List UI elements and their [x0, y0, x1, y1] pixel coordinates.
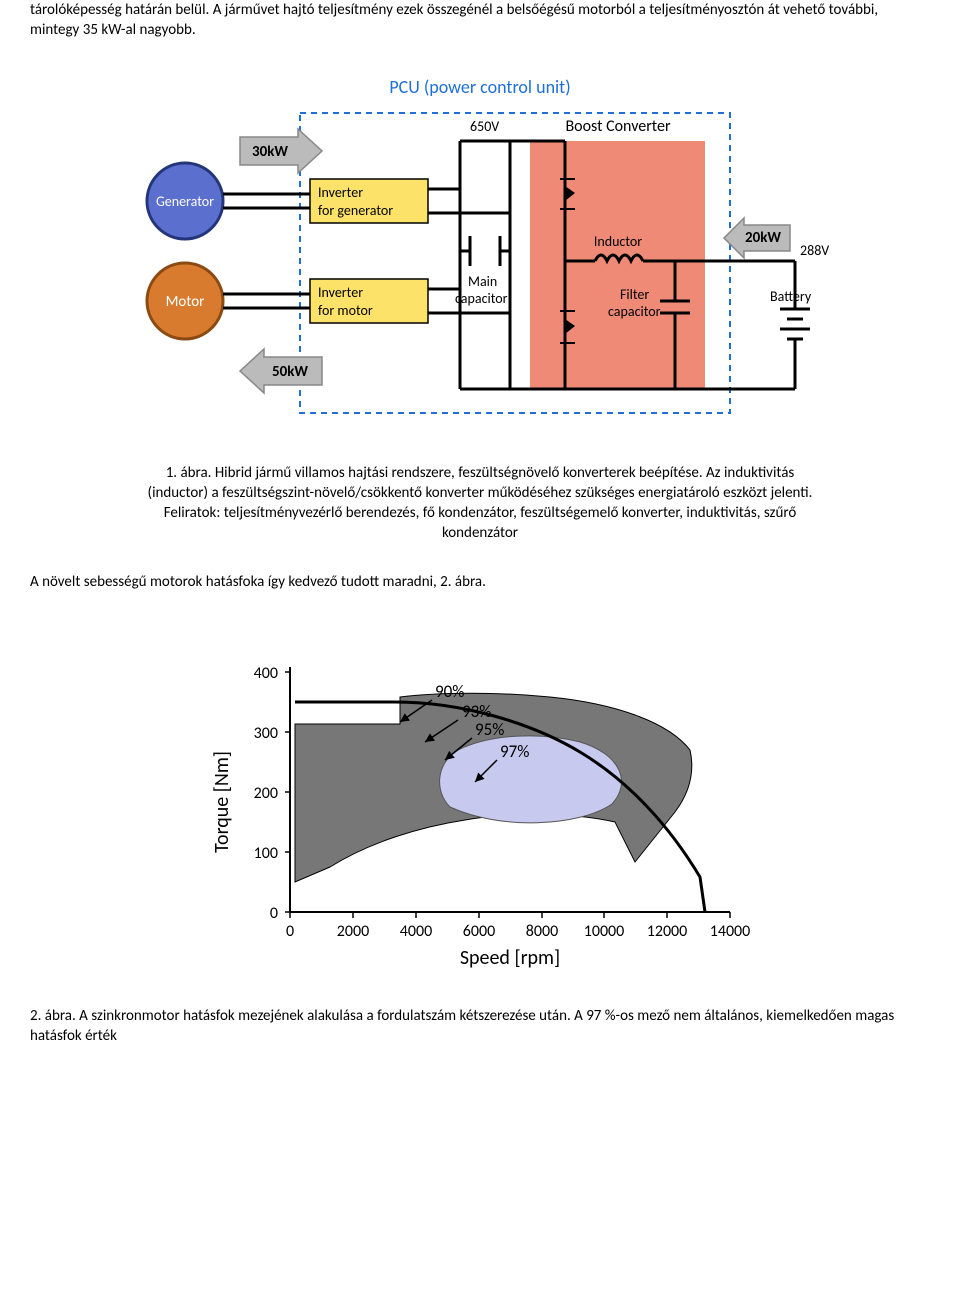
svg-text:10000: 10000 [584, 922, 625, 941]
svg-text:0: 0 [286, 922, 294, 941]
pct-95: 95% [475, 719, 504, 740]
svg-text:8000: 8000 [526, 922, 558, 941]
cap1-l1: 1. ábra. Hibrid jármű villamos hajtási r… [166, 464, 795, 482]
cap1-l4: kondenzátor [442, 524, 518, 542]
inductor-label: Inductor [594, 233, 642, 250]
svg-text:4000: 4000 [400, 922, 432, 941]
arrow-30kw: 30kW [240, 129, 322, 173]
battery-label: Battery [770, 288, 812, 305]
intro-paragraph: tárolóképesség határán belül. A járművet… [30, 0, 930, 41]
figure-1: PCU (power control unit) 650V Boost Conv… [30, 71, 930, 451]
svg-text:100: 100 [254, 844, 278, 863]
figure-1-caption: 1. ábra. Hibrid jármű villamos hajtási r… [70, 463, 890, 544]
svg-text:6000: 6000 [463, 922, 495, 941]
efficiency-map-svg: 0 100 200 300 400 0 2000 4000 6000 [200, 642, 760, 972]
arrow-50kw: 50kW [240, 349, 322, 393]
svg-text:300: 300 [254, 724, 278, 743]
region-97pct [440, 736, 622, 823]
svg-text:30kW: 30kW [252, 143, 288, 161]
maincap-l1: Main [468, 273, 497, 290]
maincap-l2: capacitor [455, 290, 508, 307]
fc-l1: Filter [620, 286, 649, 303]
inv-mot-l1: Inverter [318, 284, 363, 301]
cap1-l3: Feliratok: teljesítményvezérlő berendezé… [164, 504, 797, 522]
svg-text:50kW: 50kW [272, 363, 308, 381]
pct-90: 90% [435, 681, 464, 702]
motor-label: Motor [166, 293, 205, 311]
pcu-diagram-svg: PCU (power control unit) 650V Boost Conv… [130, 71, 830, 451]
label-650v: 650V [470, 118, 499, 135]
y-ticks: 0 100 200 300 400 [254, 664, 290, 923]
svg-text:0: 0 [270, 904, 278, 923]
svg-text:2000: 2000 [337, 922, 369, 941]
figure-2-caption: 2. ábra. A szinkronmotor hatásfok mezejé… [30, 1006, 930, 1047]
svg-text:20kW: 20kW [745, 229, 781, 247]
pct-97: 97% [500, 741, 529, 762]
fc-l2: capacitor [608, 303, 661, 320]
paragraph-2: A növelt sebességű motorok hatásfoka így… [30, 572, 930, 592]
inv-mot-l2: for motor [318, 302, 373, 319]
boost-label: Boost Converter [565, 117, 671, 136]
y-axis-label: Torque [Nm] [210, 751, 234, 853]
svg-text:14000: 14000 [710, 922, 751, 941]
inv-gen-l2: for generator [318, 202, 393, 219]
svg-text:200: 200 [254, 784, 278, 803]
svg-text:400: 400 [254, 664, 278, 683]
x-ticks: 0 2000 4000 6000 8000 10000 12000 14000 [286, 912, 750, 941]
inv-gen-l1: Inverter [318, 184, 363, 201]
x-axis-label: Speed [rpm] [460, 946, 560, 970]
svg-text:12000: 12000 [647, 922, 688, 941]
pcu-title: PCU (power control unit) [389, 76, 570, 98]
label-288v: 288V [800, 242, 829, 259]
figure-2: 0 100 200 300 400 0 2000 4000 6000 [30, 642, 930, 972]
generator-label: Generator [156, 193, 214, 210]
cap1-l2: (inductor) a feszültségszint-növelő/csök… [148, 484, 813, 502]
boost-converter-box [530, 141, 705, 389]
arrow-20kw: 20kW [724, 218, 790, 258]
